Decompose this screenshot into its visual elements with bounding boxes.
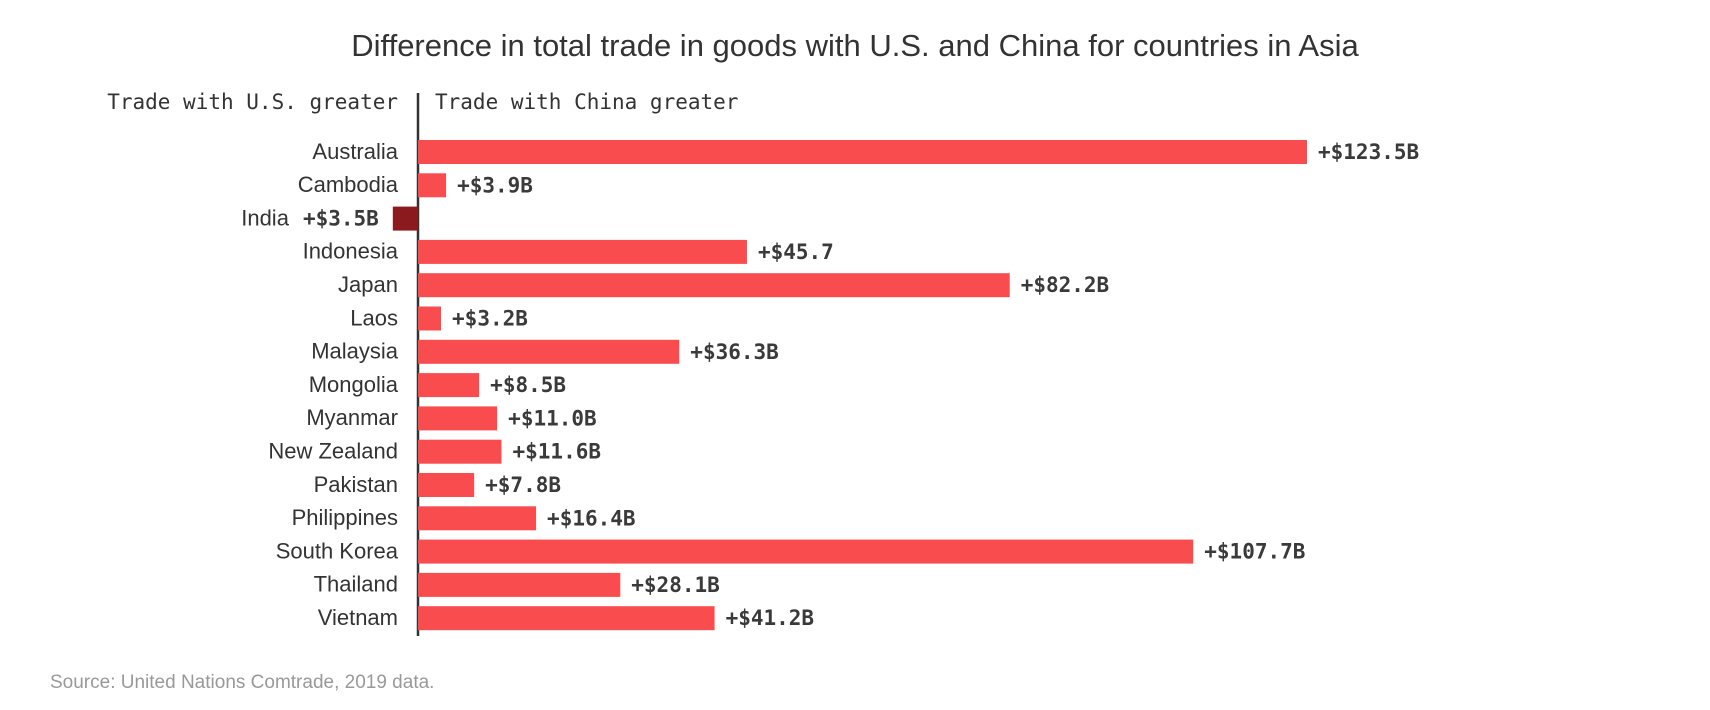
bar [418, 572, 621, 597]
category-label: Myanmar [306, 405, 398, 430]
value-label: +$3.9B [457, 173, 533, 197]
category-label: Australia [312, 139, 398, 164]
bar [418, 239, 747, 264]
bar [418, 173, 447, 198]
bar [418, 273, 1010, 298]
category-label: Laos [350, 305, 398, 330]
value-label: +$123.5B [1318, 140, 1419, 164]
value-label: +$7.8B [485, 473, 561, 497]
value-label: +$107.7B [1204, 540, 1305, 564]
category-label: Indonesia [303, 239, 399, 264]
value-label: +$11.0B [508, 406, 597, 430]
value-label: +$11.6B [513, 440, 602, 464]
category-label: Malaysia [311, 339, 399, 364]
source: Source: United Nations Comtrade, 2019 da… [50, 672, 434, 693]
category-label: South Korea [276, 538, 399, 563]
bar [418, 373, 480, 398]
value-label: +$3.5B [303, 207, 379, 231]
category-label: Mongolia [309, 372, 399, 397]
value-label: +$82.2B [1021, 273, 1110, 297]
category-label: Pakistan [314, 472, 398, 497]
annotation: Trade with China greater [435, 90, 738, 114]
bar [418, 473, 475, 497]
value-label: +$8.5B [490, 373, 566, 397]
bar [418, 439, 502, 464]
value-label: +$28.1B [631, 573, 720, 597]
category-label: India [241, 205, 289, 230]
bar [418, 306, 442, 331]
value-label: +$41.2B [726, 606, 815, 630]
value-label: +$3.2B [452, 307, 528, 331]
category-label: Vietnam [318, 605, 398, 630]
bar [418, 506, 537, 531]
category-label: New Zealand [268, 439, 398, 464]
value-label: +$36.3B [690, 340, 779, 364]
bar [418, 406, 498, 431]
bar [392, 206, 418, 231]
category-label: Thailand [314, 572, 398, 597]
bar [418, 140, 1307, 164]
category-label: Japan [338, 272, 398, 297]
bar [418, 606, 715, 631]
annotation: Trade with U.S. greater [107, 90, 398, 114]
bar [418, 339, 680, 364]
chart-title: Difference in total trade in goods with … [351, 28, 1359, 63]
category-label: Philippines [292, 505, 398, 530]
value-label: +$16.4B [547, 506, 636, 530]
category-label: Cambodia [298, 172, 399, 197]
value-label: +$45.7 [758, 240, 834, 264]
bar [418, 539, 1194, 564]
